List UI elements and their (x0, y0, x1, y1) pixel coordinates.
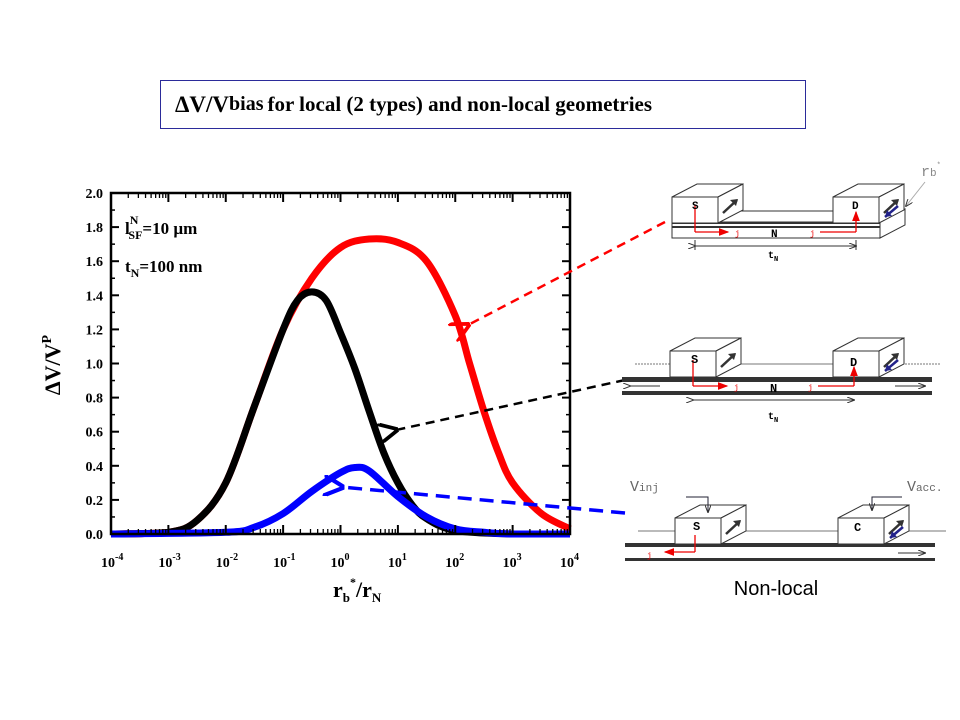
contact-label: C (854, 521, 861, 535)
diagram-local-type-2: S D N j j tN (622, 337, 940, 425)
length-label: tN (768, 412, 778, 425)
ferromagnet-electrode (671, 183, 744, 224)
diagram-local-type-1: S D N j j tN rb* (671, 162, 941, 264)
x-tick-label: 102 (445, 552, 464, 571)
blue-pointer-arrow (341, 487, 626, 515)
y-tick-label: 2.0 (86, 187, 104, 202)
y-tick-label: 0.0 (86, 528, 104, 543)
vinj-label: Vinj (630, 479, 659, 496)
y-tick-label: 1.8 (86, 221, 104, 236)
vacc-label: Vacc. (907, 479, 942, 496)
y-tick-label: 0.6 (86, 426, 104, 441)
current-label: j (734, 384, 739, 393)
source-label: S (691, 353, 698, 367)
title-sub: bias (229, 93, 264, 115)
current-label: j (808, 384, 813, 393)
x-tick-label: 10-2 (216, 552, 238, 571)
chart: 0.0 0.2 0.4 0.6 0.8 1.0 1.2 1.4 1.6 1.8 2.0 10-4 10-… (40, 187, 579, 605)
y-tick-label: 1.6 (86, 255, 104, 270)
y-tick-label: 1.2 (86, 323, 104, 338)
source-label: S (693, 520, 700, 534)
non-local-label: Non-local (734, 578, 818, 600)
x-tick-label: 101 (388, 552, 407, 571)
annotation-tn: tN=100 nm (125, 257, 202, 280)
annotation-lsf: lN SF=10 µm (125, 213, 197, 242)
red-pointer-arrow (468, 220, 666, 325)
x-tick-label: 103 (503, 552, 522, 571)
series-non-local (110, 463, 570, 538)
ferromagnet-electrode (674, 504, 747, 545)
y-tick-label: 0.4 (86, 460, 104, 475)
diagram-non-local: S C j Vinj Vacc. Non-local (625, 479, 946, 600)
channel-label: N (770, 382, 777, 396)
y-tick-label: 0.2 (86, 494, 104, 509)
x-tick-label: 104 (560, 552, 579, 571)
series-local-type-1 (110, 235, 572, 538)
x-axis-label: rb*/rN (333, 575, 382, 605)
length-label: tN (768, 251, 778, 264)
y-tick-label: 1.4 (86, 289, 104, 304)
source-label: S (692, 201, 699, 213)
title-rest: for local (2 types) and non-local geomet… (267, 92, 653, 116)
title-main: ΔV/V (175, 91, 230, 117)
black-pointer-arrow (396, 378, 626, 430)
rb-label: rb* (921, 162, 941, 181)
ferromagnet-electrode (832, 183, 905, 224)
series-local-type-2 (110, 288, 570, 538)
y-axis-label: ΔV/VP (40, 334, 65, 395)
x-tick-label: 10-1 (273, 552, 295, 571)
current-label: j (735, 230, 740, 239)
current-label: j (810, 230, 815, 239)
y-tick-label: 0.8 (86, 392, 104, 407)
ferromagnet-electrode (669, 337, 742, 378)
ferromagnet-electrode (837, 504, 910, 545)
y-tick-label: 1.0 (86, 358, 104, 373)
drain-label: D (850, 356, 857, 370)
slide-title: ΔV/V bias for local (2 types) and non-loca… (160, 80, 806, 129)
channel-label: N (771, 229, 778, 241)
x-tick-label: 10-3 (158, 552, 180, 571)
x-tick-label: 100 (331, 552, 350, 571)
x-tick-label: 10-4 (101, 552, 123, 571)
ferromagnet-electrode (832, 337, 905, 378)
current-label: j (647, 552, 652, 561)
drain-label: D (852, 201, 859, 213)
